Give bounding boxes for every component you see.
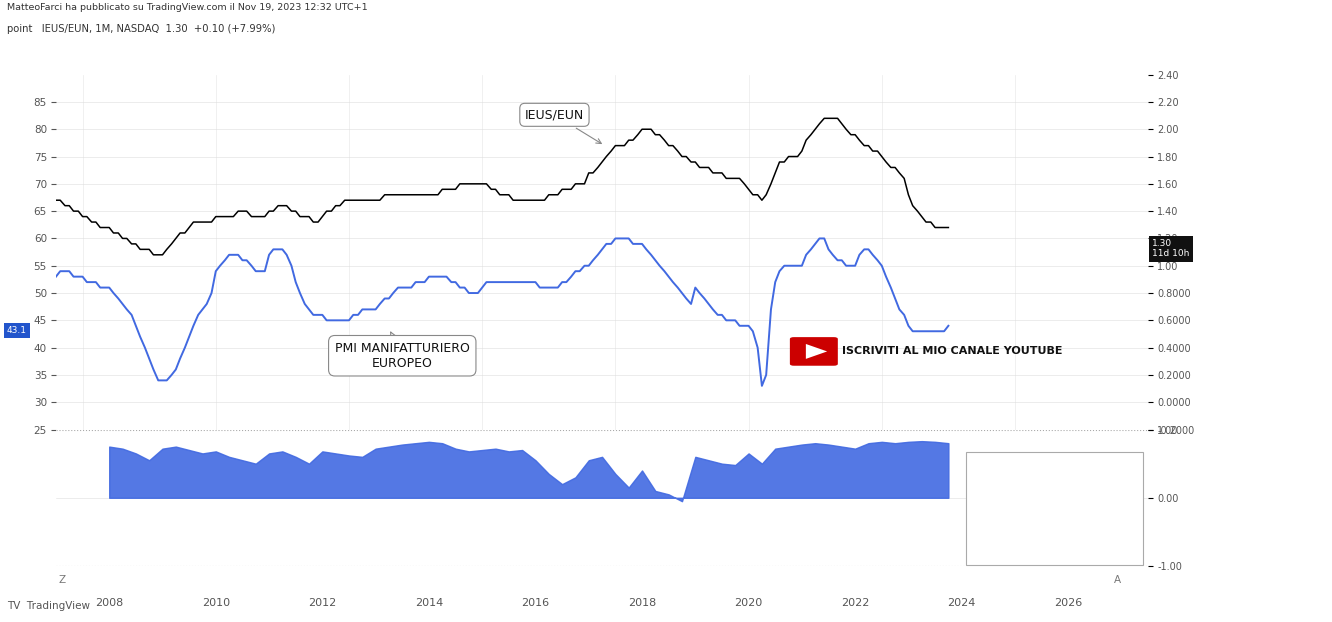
Text: A: A [1115,575,1122,585]
Text: TV  TradingView: TV TradingView [7,601,89,611]
Text: MatteoFarci ha pubblicato su TradingView.com il Nov 19, 2023 12:32 UTC+1: MatteoFarci ha pubblicato su TradingView… [7,3,368,12]
Text: COEFFICIENTE DI
CORRELAZIONE
POSITIVO: COEFFICIENTE DI CORRELAZIONE POSITIVO [998,487,1111,530]
Text: 1.30
11d 10h: 1.30 11d 10h [1152,239,1189,259]
Text: IEUS/EUN: IEUS/EUN [525,108,601,144]
Text: 43.1: 43.1 [7,326,27,335]
Text: point   IEUS/EUN, 1M, NASDAQ  1.30  +0.10 (+7.99%): point IEUS/EUN, 1M, NASDAQ 1.30 +0.10 (+… [7,24,274,34]
Text: PMI MANIFATTURIERO
EUROPEO: PMI MANIFATTURIERO EUROPEO [334,332,470,369]
Text: Z: Z [59,575,65,585]
Text: ISCRIVITI AL MIO CANALE YOUTUBE: ISCRIVITI AL MIO CANALE YOUTUBE [842,346,1063,356]
